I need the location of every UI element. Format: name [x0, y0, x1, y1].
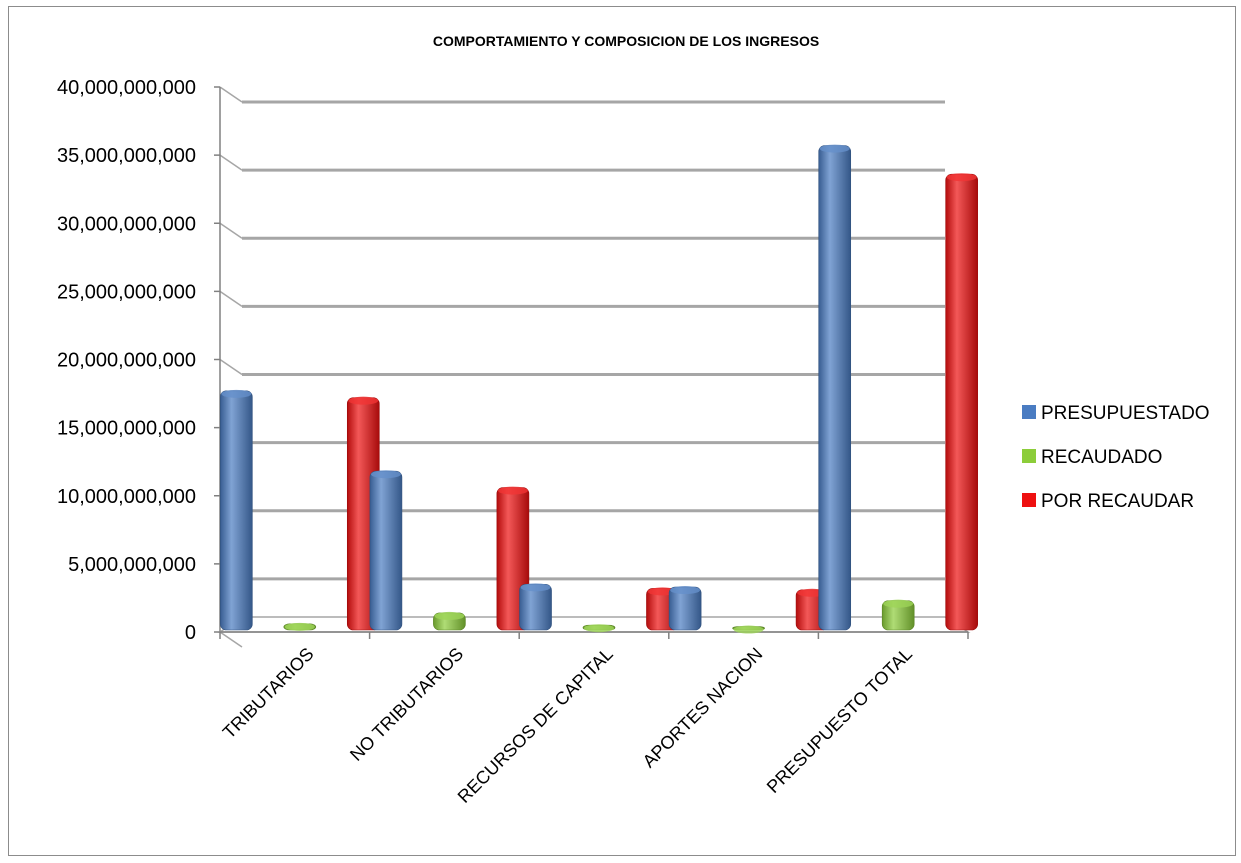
y-tick-label: 20,000,000,000 — [57, 350, 196, 372]
gridline-connector — [219, 358, 243, 376]
bar-top — [819, 144, 850, 153]
x-tick-label: PRESUPUESTO TOTAL — [763, 644, 916, 797]
gridline-connector — [219, 154, 243, 171]
bars — [220, 144, 978, 634]
bar-top — [733, 625, 764, 634]
x-tick-label: RECURSOS DE CAPITAL — [454, 644, 617, 807]
gridline-connector — [219, 222, 243, 239]
bar-top — [497, 486, 528, 495]
gridline-connector — [219, 631, 243, 648]
bar-top — [520, 583, 551, 592]
y-tick-label: 5,000,000,000 — [68, 554, 196, 576]
bar-top — [883, 599, 914, 608]
chart-frame — [8, 6, 1236, 856]
bar-top — [434, 611, 465, 620]
bar-top — [670, 586, 701, 595]
bar-presupuestado — [369, 470, 403, 631]
bar-top — [584, 624, 614, 633]
legend-swatch — [1022, 493, 1036, 507]
x-tick-label: NO TRIBUTARIOS — [346, 644, 467, 765]
y-tick-label: 10,000,000,000 — [57, 486, 196, 508]
x-tick-label: TRIBUTARIOS — [219, 644, 318, 743]
bar-top — [348, 396, 379, 405]
bar-presupuestado — [818, 145, 852, 631]
bar-top — [946, 173, 977, 182]
bar-top — [284, 622, 315, 631]
bar-por-recaudar — [945, 173, 978, 631]
gridline-connector — [219, 290, 243, 307]
bar-top — [370, 470, 401, 479]
bar-top — [221, 389, 252, 398]
gridline-connector — [219, 86, 243, 103]
y-tick-label: 0 — [185, 622, 196, 644]
legend-swatch — [1022, 405, 1036, 419]
bar-presupuestado — [220, 390, 253, 631]
legend: PRESUPUESTADO RECAUDADO POR RECAUDAR — [1022, 403, 1210, 512]
y-tick-label: 40,000,000,000 — [57, 77, 196, 99]
y-tick-label: 30,000,000,000 — [57, 213, 196, 235]
y-tick-label: 25,000,000,000 — [57, 281, 196, 303]
chart-title: COMPORTAMIENTO Y COMPOSICION DE LOS INGR… — [433, 33, 819, 49]
y-tick-label: 15,000,000,000 — [57, 418, 196, 440]
legend-swatch — [1022, 449, 1036, 463]
legend-label: RECAUDADO — [1041, 447, 1162, 468]
y-axis-ticks: 0 5,000,000,000 10,000,000,000 15,000,000,0… — [57, 77, 220, 644]
x-tick-label: APORTES NACION — [639, 644, 767, 772]
y-tick-label: 35,000,000,000 — [57, 145, 196, 167]
legend-label: POR RECAUDAR — [1041, 491, 1194, 512]
legend-label: PRESUPUESTADO — [1041, 403, 1210, 424]
